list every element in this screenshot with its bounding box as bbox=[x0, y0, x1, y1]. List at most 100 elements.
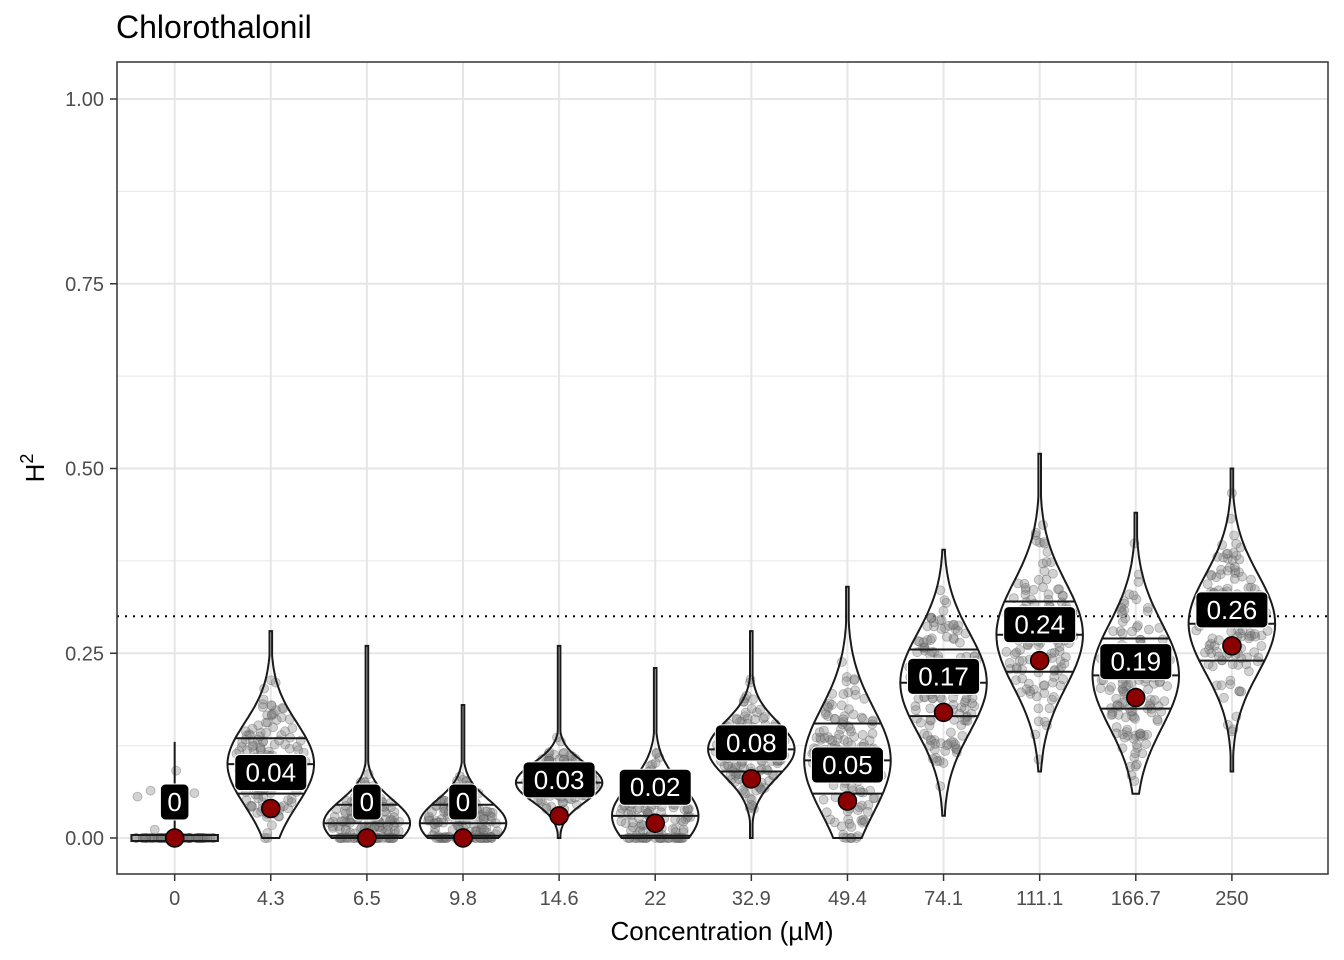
point-estimate bbox=[1126, 687, 1146, 708]
jitter-point bbox=[925, 735, 936, 746]
jitter-point bbox=[1132, 743, 1143, 753]
point-estimate bbox=[1029, 650, 1050, 671]
jitter-point bbox=[922, 621, 933, 632]
jitter-point bbox=[1132, 622, 1142, 633]
jitter-point bbox=[255, 744, 266, 754]
jitter-point bbox=[284, 743, 295, 754]
jitter-point bbox=[1039, 680, 1050, 690]
jitter-point bbox=[1133, 620, 1143, 631]
jitter-point bbox=[266, 709, 277, 720]
jitter-point bbox=[929, 621, 939, 632]
chart-title: Chlorothalonil bbox=[116, 9, 312, 45]
jitter-point bbox=[1206, 638, 1216, 649]
jitter-point bbox=[679, 804, 690, 815]
jitter-point bbox=[329, 811, 340, 822]
jitter-point bbox=[286, 797, 297, 808]
jitter-point bbox=[827, 735, 838, 746]
jitter-point bbox=[1143, 684, 1153, 695]
jitter-point bbox=[931, 753, 941, 763]
jitter-point bbox=[849, 731, 859, 742]
jitter-point bbox=[1106, 682, 1116, 692]
jitter-point bbox=[685, 812, 696, 822]
jitter-point bbox=[1230, 562, 1240, 572]
value-label-box bbox=[714, 724, 788, 762]
jitter-point bbox=[1058, 674, 1068, 685]
jitter-point bbox=[620, 818, 631, 829]
jitter-point bbox=[1227, 555, 1238, 566]
y-tick-label: 0.50 bbox=[65, 459, 104, 481]
jitter-point bbox=[844, 818, 855, 829]
jitter-point bbox=[759, 712, 770, 722]
x-tick-label: 166.7 bbox=[1111, 888, 1161, 910]
jitter-point bbox=[381, 824, 391, 835]
value-label: 0.02 bbox=[630, 772, 681, 802]
jitter-point bbox=[838, 689, 849, 699]
violin bbox=[418, 704, 508, 839]
jitter-point bbox=[479, 825, 490, 835]
jitter-point bbox=[1229, 530, 1239, 541]
jitter-point bbox=[967, 698, 978, 709]
jitter-point bbox=[240, 726, 251, 737]
jitter-point bbox=[292, 741, 303, 752]
jitter-point bbox=[843, 814, 854, 825]
jitter-point bbox=[836, 700, 847, 711]
jitter-point bbox=[262, 710, 273, 721]
jitter-point bbox=[1118, 686, 1129, 697]
jitter-point bbox=[1256, 630, 1267, 641]
jitter-point bbox=[482, 806, 493, 817]
value-label-box bbox=[448, 783, 478, 821]
jitter-point bbox=[558, 748, 569, 759]
jitter-point bbox=[1129, 712, 1139, 722]
jitter-point bbox=[855, 787, 866, 797]
jitter-point bbox=[1137, 748, 1148, 759]
point-estimate bbox=[933, 702, 954, 723]
axes: 0.00 0.25 0.50 0.75 1.00 0 4.3 6.5 9.8 14.6 22 32.9… bbox=[65, 89, 1249, 910]
jitter-point bbox=[914, 636, 925, 647]
jitter-point bbox=[485, 831, 496, 842]
jitter-point bbox=[255, 742, 266, 753]
jitter-point bbox=[487, 807, 498, 818]
jitter-point bbox=[248, 740, 259, 751]
value-label: 0.04 bbox=[245, 757, 296, 787]
jitter-point bbox=[1032, 691, 1042, 702]
violin bbox=[322, 644, 412, 839]
jitter-point bbox=[1249, 647, 1260, 658]
jitter-point bbox=[829, 817, 840, 828]
jitter-point bbox=[919, 728, 930, 739]
jitter-point bbox=[930, 739, 940, 749]
jitter-point bbox=[1234, 686, 1245, 697]
value-labels: 0 0.04 0 0 0.03 0.02 0.08 0.05 0.17 0.24 0.19 0.26 bbox=[159, 591, 1269, 821]
jitter-point bbox=[280, 726, 290, 737]
jitter-point bbox=[247, 723, 258, 734]
jitter-point bbox=[1225, 679, 1236, 690]
jitter-point bbox=[1250, 631, 1261, 642]
jitter-point bbox=[846, 726, 856, 737]
jitter-point bbox=[257, 702, 268, 712]
jitter-point bbox=[1244, 666, 1254, 677]
value-label: 0 bbox=[456, 787, 470, 817]
jitter-point bbox=[815, 733, 826, 743]
jitter-point bbox=[725, 769, 736, 780]
jitter-point bbox=[385, 815, 396, 825]
x-tick-label: 49.4 bbox=[828, 888, 867, 910]
jitter-point bbox=[1130, 761, 1141, 772]
jitter-point bbox=[857, 730, 868, 740]
jitter-point bbox=[844, 704, 854, 714]
jitter-point bbox=[936, 694, 947, 704]
jitter-point bbox=[1025, 688, 1036, 699]
jitter-point bbox=[1236, 686, 1247, 697]
jitter-point bbox=[1225, 562, 1235, 573]
jitter-point bbox=[266, 710, 277, 721]
jitter-point bbox=[846, 782, 857, 793]
jitter-point bbox=[389, 807, 400, 817]
jitter-point bbox=[678, 824, 689, 835]
jitter-point bbox=[340, 825, 351, 835]
y-tick-label: 0.75 bbox=[65, 274, 104, 296]
jitter-point bbox=[1033, 574, 1044, 585]
point-estimate bbox=[261, 798, 281, 819]
value-label: 0 bbox=[360, 787, 374, 817]
jitter-point bbox=[1044, 703, 1055, 714]
jitter-point bbox=[328, 816, 339, 827]
jitter-point bbox=[627, 817, 638, 828]
jitter-point bbox=[266, 701, 277, 711]
